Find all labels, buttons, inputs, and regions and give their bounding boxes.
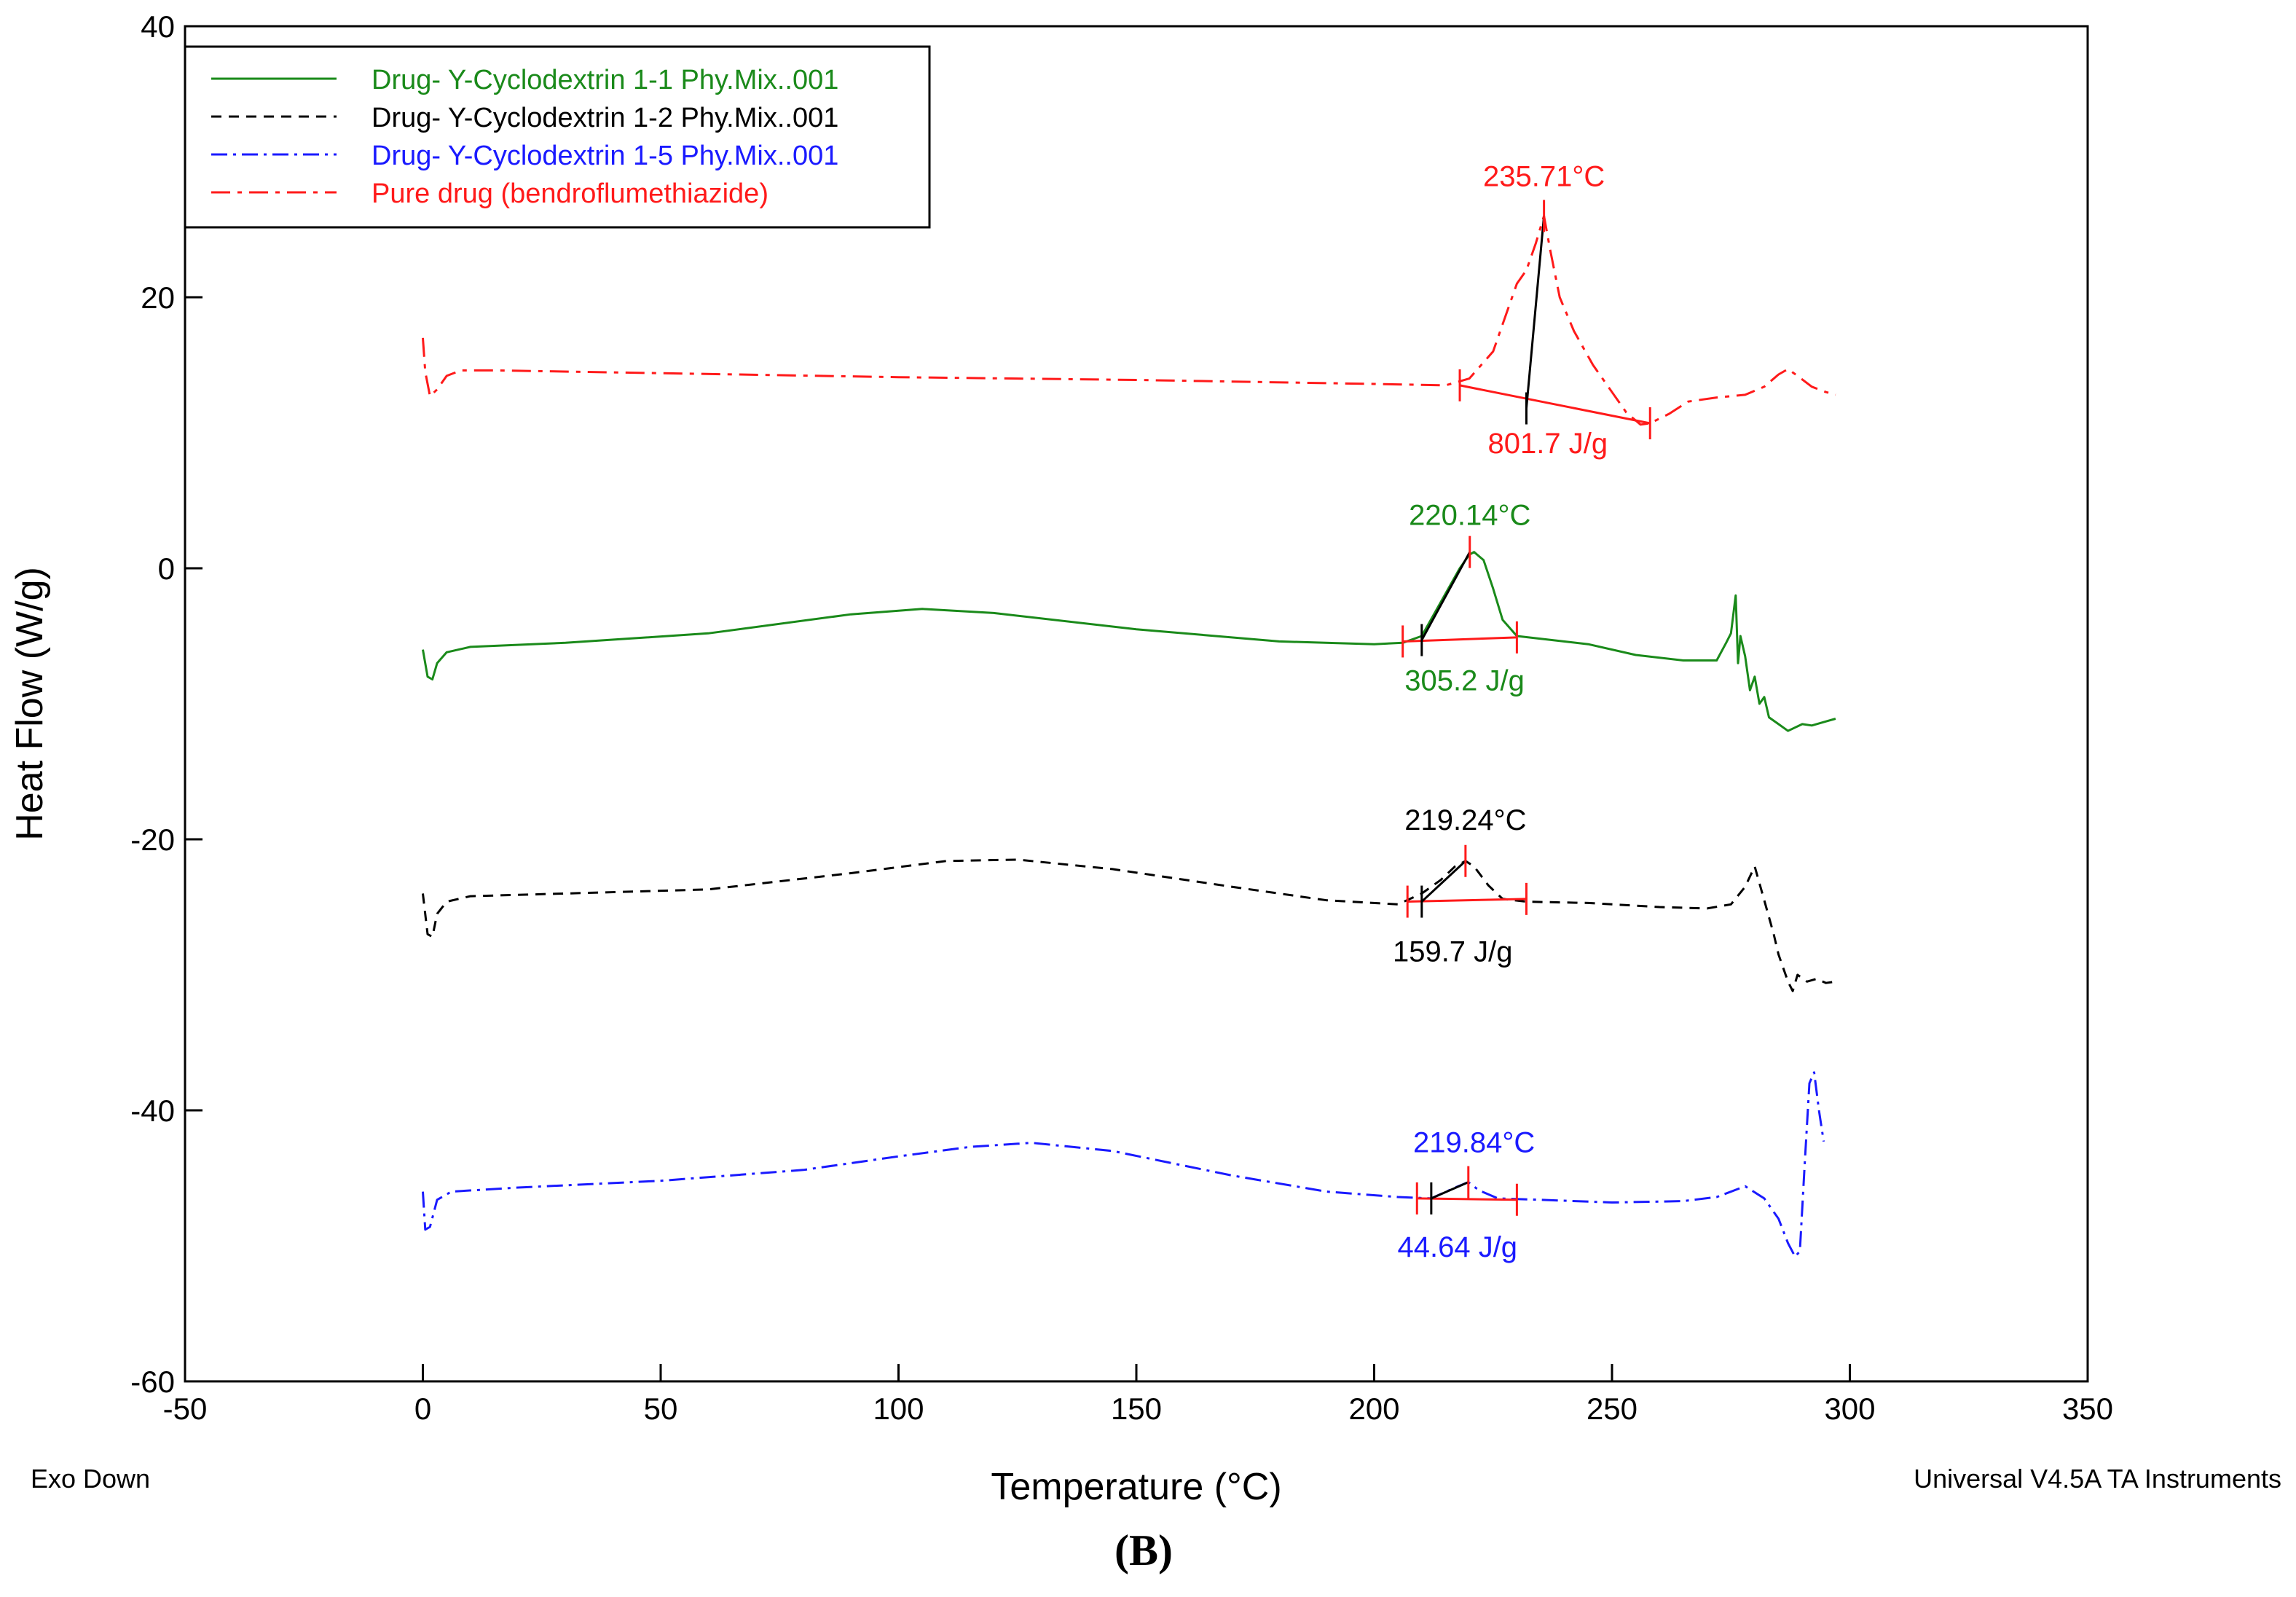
legend-label: Drug- Y-Cyclodextrin 1-1 Phy.Mix..001 bbox=[371, 65, 838, 95]
x-tick-label: 300 bbox=[1824, 1392, 1875, 1426]
onset-tangent-line bbox=[1420, 860, 1466, 903]
peak-temperature-label: 219.24°C bbox=[1404, 804, 1526, 836]
enthalpy-label: 801.7 J/g bbox=[1488, 428, 1608, 460]
x-tick-label: 50 bbox=[644, 1392, 678, 1426]
onset-tangent-line bbox=[1420, 551, 1471, 641]
onset-tangent-line bbox=[1525, 216, 1546, 409]
x-tick-label: 200 bbox=[1348, 1392, 1399, 1426]
y-tick-label: 0 bbox=[158, 552, 175, 586]
y-tick-label: -40 bbox=[130, 1094, 175, 1128]
y-tick-label: 20 bbox=[141, 280, 175, 315]
legend: Drug- Y-Cyclodextrin 1-1 Phy.Mix..001 Dru… bbox=[184, 45, 931, 229]
peak-temperature-label: 235.71°C bbox=[1483, 160, 1605, 192]
y-tick-label: -60 bbox=[130, 1365, 175, 1399]
peak-temperature-label: 219.84°C bbox=[1413, 1127, 1535, 1159]
y-axis-title: Heat Flow (W/g) bbox=[9, 567, 51, 841]
integration-baseline bbox=[1407, 898, 1527, 903]
y-tick-label: -20 bbox=[130, 823, 175, 857]
legend-box bbox=[184, 45, 931, 229]
exo-down-label: Exo Down bbox=[31, 1464, 150, 1494]
series-line-drug-y-cyclodextrin-1-1-phy-mix-001 bbox=[422, 551, 1836, 732]
x-tick-label: 150 bbox=[1111, 1392, 1162, 1426]
peak-temperature-label: 220.14°C bbox=[1409, 499, 1530, 531]
integration-baseline bbox=[1417, 1197, 1517, 1201]
x-axis-title: Temperature (°C) bbox=[991, 1466, 1281, 1508]
enthalpy-label: 159.7 J/g bbox=[1393, 935, 1513, 968]
enthalpy-label: 305.2 J/g bbox=[1404, 664, 1525, 697]
onset-tangent-line bbox=[1431, 1181, 1469, 1200]
panel-label: (B) bbox=[1114, 1526, 1173, 1574]
legend-label: Pure drug (bendroflumethiazide) bbox=[371, 178, 768, 209]
x-tick-label: 100 bbox=[873, 1392, 924, 1426]
enthalpy-label: 44.64 J/g bbox=[1397, 1231, 1517, 1263]
x-tick-label: 350 bbox=[2062, 1392, 2113, 1426]
y-tick-label: 40 bbox=[141, 9, 175, 44]
integration-baseline bbox=[1459, 384, 1651, 425]
annotations-layer: 235.71°C 801.7 J/g 220.14°C 305.2 J/g 219.24… bbox=[1393, 160, 1651, 1263]
x-tick-label: -50 bbox=[163, 1392, 208, 1426]
legend-label: Drug- Y-Cyclodextrin 1-5 Phy.Mix..001 bbox=[371, 141, 838, 171]
x-tick-label: 250 bbox=[1587, 1392, 1638, 1426]
series-line-pure-drug-bendroflumethiazide bbox=[422, 214, 1836, 426]
axes-layer: -50 0 50 100 150 200 250 300 350 -60 -40 -20 0 20 40 bbox=[130, 9, 2113, 1426]
x-tick-label: 0 bbox=[414, 1392, 431, 1426]
series-line-drug-y-cyclodextrin-1-2-phy-mix-001 bbox=[422, 858, 1836, 992]
legend-label: Drug- Y-Cyclodextrin 1-2 Phy.Mix..001 bbox=[371, 103, 838, 133]
instrument-label: Universal V4.5A TA Instruments bbox=[1914, 1464, 2281, 1494]
